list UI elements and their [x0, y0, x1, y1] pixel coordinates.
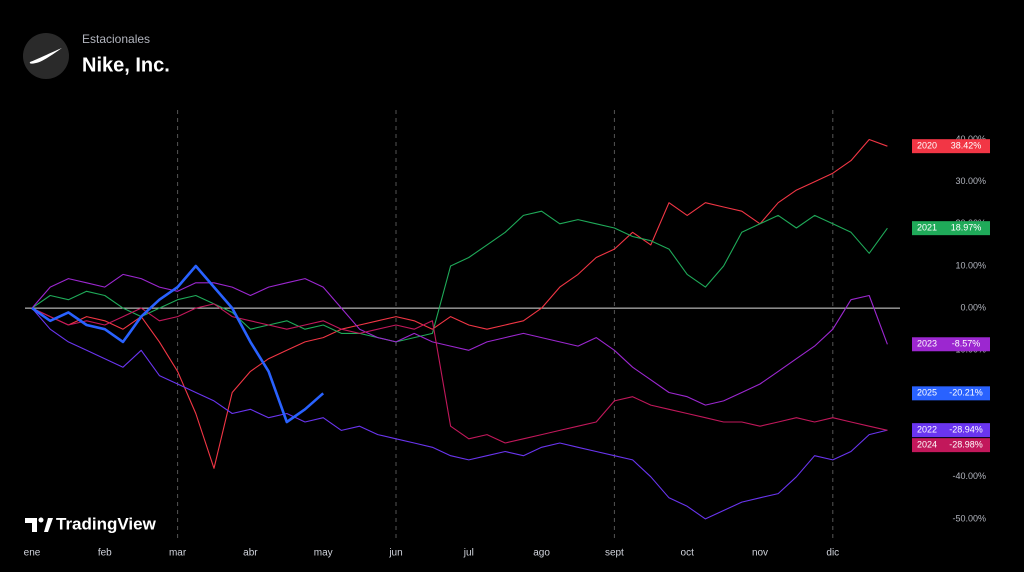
end-label-value-bg	[942, 438, 990, 453]
end-label-year-bg	[912, 438, 942, 453]
end-label: 2020 38.42%	[912, 139, 990, 154]
series-line	[31, 307, 888, 520]
value-label: 18.97%	[951, 223, 982, 233]
x-tick-label: nov	[752, 548, 768, 559]
x-tick-label: ago	[533, 548, 550, 559]
y-tick-label: 0.00%	[960, 303, 986, 313]
y-tick-label: 30.00%	[955, 176, 986, 186]
legend-label: 2020	[917, 141, 937, 151]
end-label-year-bg	[912, 221, 942, 236]
chart-title: Nike, Inc.	[82, 54, 170, 76]
legend-label: 2022	[917, 425, 937, 435]
legend-label: 2025	[917, 388, 937, 398]
end-label: 2022 -28.94%	[912, 423, 990, 438]
x-tick-label: feb	[98, 548, 112, 559]
series-line	[31, 138, 888, 469]
value-label: -8.57%	[952, 339, 981, 349]
x-tick-label: jun	[388, 548, 402, 559]
x-tick-label: oct	[681, 548, 695, 559]
series-line	[31, 264, 325, 424]
end-label: 2023 -8.57%	[912, 337, 990, 352]
x-tick-label: dic	[826, 548, 839, 559]
value-label: -20.21%	[949, 388, 983, 398]
x-tick-label: sept	[605, 548, 624, 559]
end-label-year-bg	[912, 423, 942, 438]
legend-label: 2021	[917, 223, 937, 233]
end-label-value-bg	[942, 423, 990, 438]
end-label: 2025 -20.21%	[912, 386, 990, 401]
end-label-year-bg	[912, 139, 942, 154]
end-label-value-bg	[942, 386, 990, 401]
x-tick-label: mar	[169, 548, 187, 559]
y-tick-label: 10.00%	[955, 260, 986, 270]
y-tick-label: -50.00%	[952, 513, 986, 523]
value-label: 38.42%	[951, 141, 982, 151]
value-label: -28.98%	[949, 440, 983, 450]
end-label-value-bg	[942, 139, 990, 154]
end-label: 2024 -28.98%	[912, 438, 990, 453]
x-tick-label: abr	[243, 548, 258, 559]
x-tick-label: may	[314, 548, 333, 559]
watermark: TradingView	[56, 514, 157, 533]
chart-subtitle: Estacionales	[82, 32, 150, 46]
series-line	[31, 210, 888, 343]
end-label-year-bg	[912, 386, 942, 401]
logo-swoosh	[29, 48, 63, 64]
y-tick-label: 40.00%	[955, 134, 986, 144]
x-tick-label: jul	[463, 548, 474, 559]
end-label-value-bg	[942, 221, 990, 236]
end-label-value-bg	[942, 337, 990, 352]
legend-label: 2023	[917, 339, 937, 349]
value-label: -28.94%	[949, 425, 983, 435]
x-tick-label: ene	[24, 548, 41, 559]
watermark-logo	[25, 517, 53, 532]
series-line	[31, 303, 888, 444]
legend-label: 2024	[917, 440, 937, 450]
y-tick-label: -40.00%	[952, 471, 986, 481]
end-label-year-bg	[912, 337, 942, 352]
end-label: 2021 18.97%	[912, 221, 990, 236]
